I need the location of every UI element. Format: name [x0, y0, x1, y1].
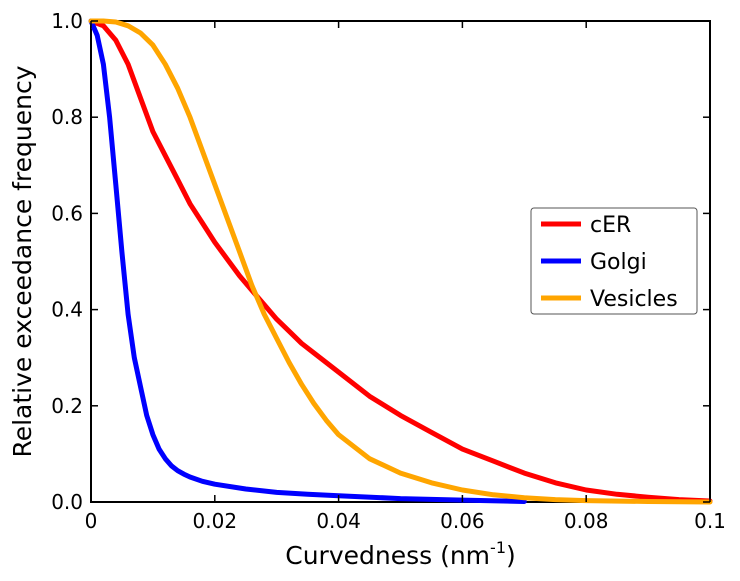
x-tick-label: 0.1 [694, 509, 726, 533]
x-tick-label: 0 [85, 509, 98, 533]
legend-label-vesicles: Vesicles [590, 287, 678, 312]
y-tick-label: 0.8 [51, 105, 83, 129]
y-tick-label: 0.0 [51, 490, 83, 514]
x-axis: 0 0.02 0.04 0.06 0.08 0.1 [85, 21, 726, 533]
x-axis-title-end: ) [506, 541, 516, 570]
x-tick-label: 0.06 [440, 509, 485, 533]
y-axis-title: Relative exceedance frequency [8, 65, 37, 457]
y-tick-label: 1.0 [51, 9, 83, 33]
y-tick-label: 0.4 [51, 298, 83, 322]
series-line-cer [88, 18, 713, 504]
x-axis-title-main: Curvedness (nm [285, 541, 490, 570]
legend: cER Golgi Vesicles [530, 207, 698, 315]
y-tick-label: 0.6 [51, 201, 83, 225]
x-axis-title: Curvedness (nm-1) [285, 538, 516, 570]
x-axis-title-superscript: -1 [490, 538, 506, 557]
legend-label-cer: cER [590, 213, 631, 238]
legend-box [530, 207, 698, 315]
x-tick-label: 0.02 [193, 509, 238, 533]
y-axis: 0.0 0.2 0.4 0.6 0.8 1.0 [51, 9, 710, 514]
x-tick-label: 0.04 [316, 509, 361, 533]
plot-frame [90, 20, 711, 503]
x-tick-label: 0.08 [564, 509, 609, 533]
legend-label-golgi: Golgi [590, 250, 647, 275]
series-line-golgi [88, 18, 527, 504]
plot-area [90, 20, 711, 503]
y-tick-label: 0.2 [51, 394, 83, 418]
series-line-vesicles [88, 18, 713, 505]
series-layer [88, 18, 713, 505]
